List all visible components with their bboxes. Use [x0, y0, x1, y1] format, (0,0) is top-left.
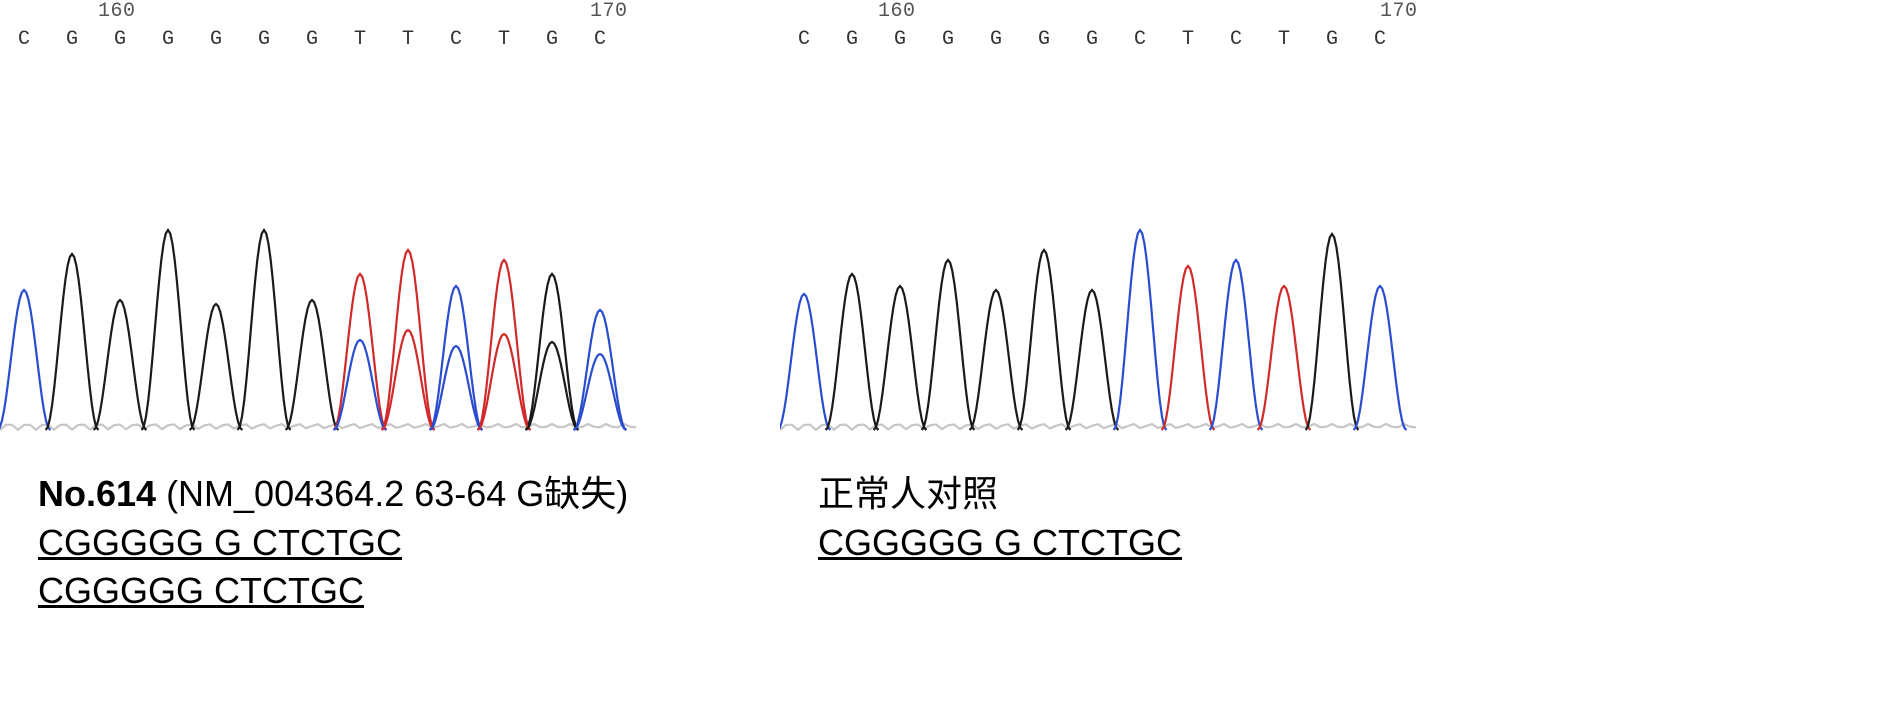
trace-peak-T — [478, 334, 531, 430]
caption-sequence-line: CGGGGG G CTCTGC — [38, 519, 628, 568]
base-call-letter: G — [1308, 28, 1356, 51]
trace-peak-G — [970, 290, 1023, 430]
chromatogram-trace — [0, 210, 640, 440]
trace-peak-G — [1066, 290, 1119, 430]
base-call-row: CGGGGGGTTCTGC — [0, 28, 640, 51]
base-call-letter: G — [288, 28, 336, 51]
base-call-letter: G — [144, 28, 192, 51]
trace-peak-C — [1354, 286, 1407, 430]
trace-peak-G — [46, 254, 99, 430]
trace-peak-G — [1306, 234, 1359, 430]
base-call-letter: C — [576, 28, 624, 51]
trace-peak-C — [334, 340, 387, 430]
ruler-label: 160 — [878, 0, 916, 23]
trace-peak-T — [382, 330, 435, 430]
trace-peak-C — [0, 290, 50, 430]
base-call-letter: C — [0, 28, 48, 51]
trace-peak-C — [1114, 230, 1167, 430]
base-call-letter: G — [1068, 28, 1116, 51]
trace-peak-C — [1210, 260, 1263, 430]
base-call-letter: C — [432, 28, 480, 51]
base-call-letter: T — [336, 28, 384, 51]
caption-sequence-line: CGGGGG CTCTGC — [38, 567, 628, 616]
trace-peak-C — [780, 294, 830, 430]
base-call-letter: G — [240, 28, 288, 51]
base-call-letter: G — [192, 28, 240, 51]
base-call-row: CGGGGGGCTCTGC — [780, 28, 1420, 51]
base-call-letter: G — [48, 28, 96, 51]
base-call-letter: G — [972, 28, 1020, 51]
trace-peak-T — [382, 250, 435, 430]
base-call-letter: G — [1020, 28, 1068, 51]
trace-peak-C — [574, 354, 627, 430]
base-call-letter: C — [1212, 28, 1260, 51]
ruler-label: 170 — [1380, 0, 1418, 23]
ruler-label: 170 — [590, 0, 628, 23]
caption-sample-id: No.614 — [38, 473, 156, 514]
trace-peak-G — [238, 230, 291, 430]
caption-sequence-line: CGGGGG G CTCTGC — [818, 519, 1182, 568]
base-call-letter: G — [96, 28, 144, 51]
trace-peak-T — [1258, 286, 1311, 430]
trace-peak-G — [1018, 250, 1071, 430]
caption-sample-desc: (NM_004364.2 63-64 G缺失) — [156, 473, 628, 514]
trace-peak-T — [478, 260, 531, 430]
trace-peak-G — [526, 274, 579, 430]
base-call-letter: T — [480, 28, 528, 51]
base-call-letter: T — [1260, 28, 1308, 51]
caption-control-label: 正常人对照 — [818, 470, 1182, 519]
trace-peak-G — [826, 274, 879, 430]
chromatogram-trace — [780, 210, 1420, 440]
trace-peak-G — [286, 300, 339, 430]
base-call-letter: C — [1356, 28, 1404, 51]
trace-peak-G — [922, 260, 975, 430]
base-call-letter: C — [780, 28, 828, 51]
base-call-letter: T — [1164, 28, 1212, 51]
caption-right: 正常人对照 CGGGGG G CTCTGC — [818, 470, 1182, 567]
base-call-letter: G — [828, 28, 876, 51]
trace-peak-G — [190, 304, 243, 430]
base-call-letter: T — [384, 28, 432, 51]
trace-peak-T — [1162, 266, 1215, 430]
ruler-label: 160 — [98, 0, 136, 23]
trace-peak-G — [94, 300, 147, 430]
caption-left: No.614 (NM_004364.2 63-64 G缺失) CGGGGG G … — [38, 470, 628, 616]
base-call-letter: G — [876, 28, 924, 51]
trace-peak-G — [142, 230, 195, 430]
trace-peak-G — [874, 286, 927, 430]
trace-peak-C — [430, 346, 483, 430]
trace-peak-G — [526, 342, 579, 430]
base-call-letter: G — [924, 28, 972, 51]
base-call-letter: G — [528, 28, 576, 51]
base-call-letter: C — [1116, 28, 1164, 51]
